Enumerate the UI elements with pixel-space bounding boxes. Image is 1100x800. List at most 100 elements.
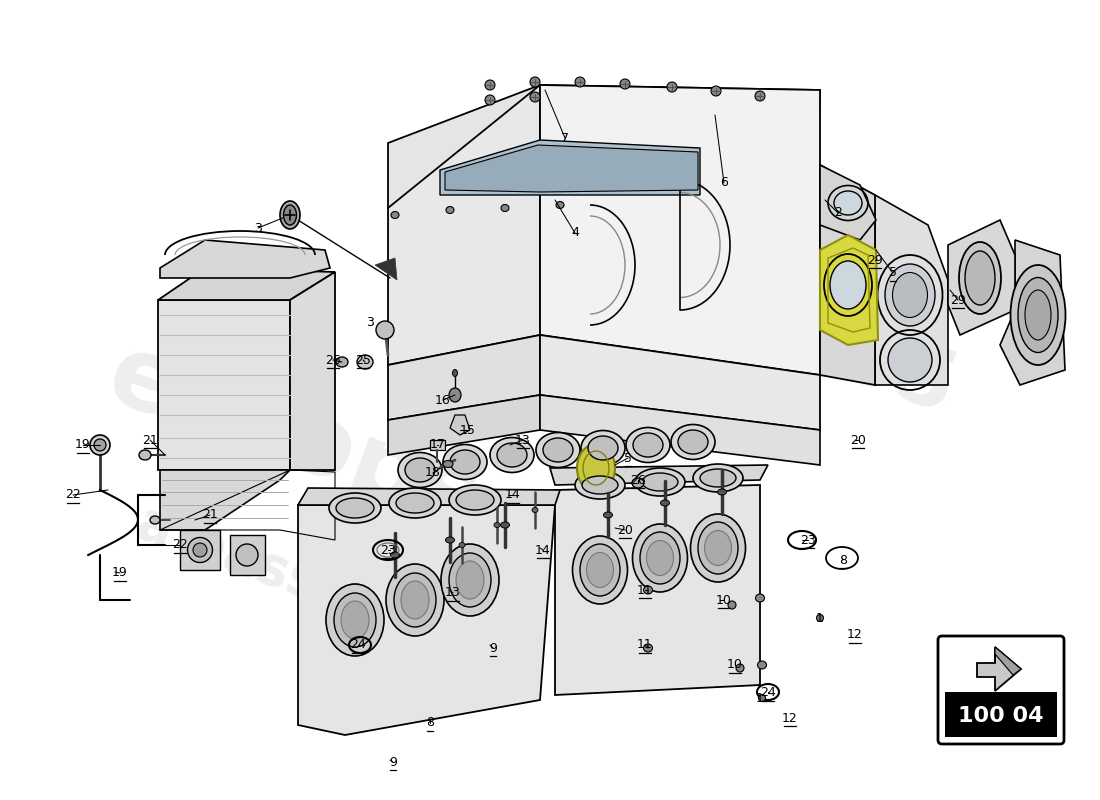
Text: 8: 8 <box>839 554 847 566</box>
Ellipse shape <box>450 450 480 474</box>
Ellipse shape <box>1018 278 1058 353</box>
Polygon shape <box>388 85 820 210</box>
Ellipse shape <box>485 80 495 90</box>
Ellipse shape <box>497 443 527 467</box>
Text: 11: 11 <box>637 583 653 597</box>
Ellipse shape <box>500 205 509 211</box>
Text: 9: 9 <box>490 642 497 654</box>
Ellipse shape <box>644 586 652 594</box>
Ellipse shape <box>389 488 441 518</box>
Ellipse shape <box>500 522 509 528</box>
Ellipse shape <box>647 541 673 575</box>
Polygon shape <box>290 272 336 470</box>
Polygon shape <box>230 535 265 575</box>
Ellipse shape <box>336 498 374 518</box>
Polygon shape <box>556 485 760 695</box>
Polygon shape <box>450 415 470 435</box>
Ellipse shape <box>604 512 613 518</box>
Polygon shape <box>160 240 330 278</box>
Text: 24: 24 <box>760 686 775 699</box>
Ellipse shape <box>441 544 499 616</box>
Ellipse shape <box>886 264 935 326</box>
Text: 19: 19 <box>112 566 128 579</box>
Ellipse shape <box>575 77 585 87</box>
Ellipse shape <box>376 321 394 339</box>
Ellipse shape <box>756 594 764 602</box>
Polygon shape <box>388 335 540 420</box>
FancyBboxPatch shape <box>938 636 1064 744</box>
Ellipse shape <box>816 614 824 622</box>
Polygon shape <box>430 440 446 450</box>
Ellipse shape <box>386 564 444 636</box>
Ellipse shape <box>667 82 676 92</box>
Ellipse shape <box>578 444 615 492</box>
Text: 2: 2 <box>834 206 842 219</box>
Ellipse shape <box>586 553 614 587</box>
Ellipse shape <box>456 490 494 510</box>
Ellipse shape <box>632 524 688 592</box>
Ellipse shape <box>443 461 453 467</box>
Ellipse shape <box>494 522 501 527</box>
Ellipse shape <box>678 430 708 454</box>
Polygon shape <box>874 195 948 385</box>
Polygon shape <box>388 85 540 365</box>
Ellipse shape <box>532 507 538 513</box>
Polygon shape <box>550 465 768 485</box>
Ellipse shape <box>456 561 484 599</box>
Polygon shape <box>298 505 556 735</box>
Ellipse shape <box>717 489 726 495</box>
Text: 1: 1 <box>816 611 824 625</box>
Polygon shape <box>388 395 540 455</box>
Ellipse shape <box>449 388 461 402</box>
Ellipse shape <box>1025 290 1050 340</box>
Ellipse shape <box>530 92 540 102</box>
Ellipse shape <box>693 464 742 492</box>
Ellipse shape <box>390 211 399 218</box>
Text: 12: 12 <box>782 711 797 725</box>
Ellipse shape <box>691 514 746 582</box>
Text: a passion: a passion <box>130 496 412 641</box>
Ellipse shape <box>632 433 663 457</box>
Text: 3: 3 <box>254 222 262 234</box>
Ellipse shape <box>90 435 110 455</box>
Text: 10: 10 <box>716 594 732 606</box>
Text: 100 04: 100 04 <box>958 706 1044 726</box>
Ellipse shape <box>642 473 678 491</box>
Ellipse shape <box>698 522 738 574</box>
Text: 17: 17 <box>430 438 446 451</box>
Polygon shape <box>158 300 290 470</box>
Ellipse shape <box>671 425 715 459</box>
Ellipse shape <box>446 206 454 214</box>
Text: 25: 25 <box>355 354 371 366</box>
Polygon shape <box>820 165 874 385</box>
Polygon shape <box>540 85 820 375</box>
Bar <box>945 692 1057 737</box>
Polygon shape <box>540 395 820 465</box>
Ellipse shape <box>556 202 564 209</box>
Text: 26: 26 <box>326 354 341 366</box>
Ellipse shape <box>892 273 927 318</box>
Text: europs: europs <box>95 327 493 551</box>
Ellipse shape <box>959 242 1001 314</box>
Text: 12: 12 <box>847 629 862 642</box>
Ellipse shape <box>626 427 670 462</box>
Polygon shape <box>446 145 698 192</box>
Polygon shape <box>160 470 290 530</box>
Ellipse shape <box>572 536 627 604</box>
Polygon shape <box>298 488 560 505</box>
Ellipse shape <box>329 493 381 523</box>
Text: 1: 1 <box>756 691 763 705</box>
Ellipse shape <box>443 445 487 479</box>
Ellipse shape <box>543 438 573 462</box>
Text: 16: 16 <box>436 394 451 406</box>
Ellipse shape <box>390 552 399 558</box>
Text: 24: 24 <box>350 638 366 651</box>
Text: 35: 35 <box>830 316 967 432</box>
Ellipse shape <box>405 458 435 482</box>
Ellipse shape <box>449 485 500 515</box>
Polygon shape <box>948 220 1015 335</box>
Ellipse shape <box>452 370 458 377</box>
Ellipse shape <box>581 430 625 466</box>
Ellipse shape <box>449 553 491 607</box>
Text: 26: 26 <box>630 474 646 486</box>
